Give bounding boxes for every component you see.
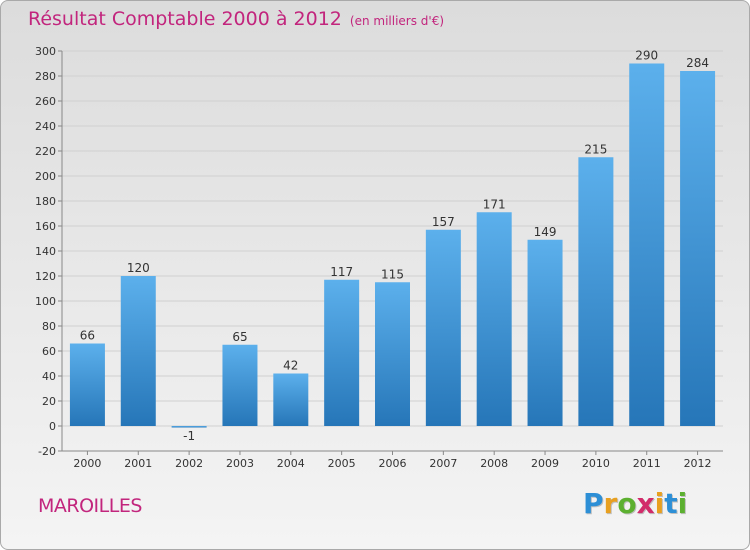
logo-letter: i: [654, 487, 665, 520]
x-tick-label: 2000: [73, 457, 101, 470]
bar-2004: [273, 373, 309, 426]
data-label-2008: 171: [483, 197, 506, 211]
y-tick-label: 40: [42, 370, 56, 383]
y-tick-label: 120: [35, 270, 56, 283]
y-tick-label: -20: [38, 445, 56, 458]
x-tick-label: 2002: [175, 457, 203, 470]
y-tick-label: 140: [35, 245, 56, 258]
x-tick-label: 2006: [379, 457, 407, 470]
data-label-2002: -1: [183, 429, 195, 443]
bar-2012: [680, 71, 716, 426]
bar-2011: [629, 63, 665, 426]
bar-2005: [324, 279, 360, 426]
x-tick-label: 2009: [531, 457, 559, 470]
data-label-2011: 290: [635, 49, 658, 63]
x-tick-label: 2004: [277, 457, 305, 470]
y-tick-label: 280: [35, 70, 56, 83]
y-tick-label: 180: [35, 195, 56, 208]
chart-unit: (en milliers d'€): [349, 14, 445, 28]
data-label-2003: 65: [232, 330, 247, 344]
bar-2000: [69, 343, 105, 426]
y-tick-label: 100: [35, 295, 56, 308]
x-tick-label: 2007: [429, 457, 457, 470]
x-tick-label: 2010: [582, 457, 610, 470]
bar-2001: [120, 276, 156, 426]
y-tick-label: 200: [35, 170, 56, 183]
x-tick-label: 2005: [328, 457, 356, 470]
y-tick-label: 80: [42, 320, 56, 333]
bar-2008: [476, 212, 512, 426]
logo-letter: P: [583, 487, 604, 520]
data-label-2012: 284: [686, 56, 709, 70]
bar-2002: [171, 426, 207, 428]
y-tick-label: 260: [35, 95, 56, 108]
data-label-2007: 157: [432, 215, 455, 229]
bar-2003: [222, 344, 258, 426]
y-tick-label: 300: [35, 45, 56, 58]
bar-2007: [425, 229, 461, 426]
data-label-2000: 66: [80, 329, 95, 343]
y-tick-label: 60: [42, 345, 56, 358]
y-tick-label: 0: [49, 420, 56, 433]
data-label-2001: 120: [127, 261, 150, 275]
data-label-2005: 117: [330, 265, 353, 279]
data-label-2006: 115: [381, 267, 404, 281]
location-name: MAROILLES: [38, 495, 142, 517]
logo-letter: r: [603, 487, 618, 520]
x-tick-label: 2012: [684, 457, 712, 470]
y-tick-label: 20: [42, 395, 56, 408]
proxiti-logo: Proxiti: [583, 487, 687, 520]
chart-title-text: Résultat Comptable 2000 à 2012: [28, 8, 342, 30]
chart-title: Résultat Comptable 2000 à 2012 (en millie…: [28, 8, 444, 30]
logo-letter: t: [664, 487, 678, 520]
logo-letter: i: [677, 487, 688, 520]
bar-2010: [578, 157, 614, 426]
data-label-2010: 215: [584, 142, 607, 156]
y-tick-label: 240: [35, 120, 56, 133]
x-tick-label: 2003: [226, 457, 254, 470]
data-label-2009: 149: [534, 225, 557, 239]
logo-letter: o: [617, 487, 637, 520]
x-tick-label: 2008: [480, 457, 508, 470]
y-tick-label: 160: [35, 220, 56, 233]
data-label-2004: 42: [283, 359, 298, 373]
bar-2006: [375, 282, 410, 426]
y-tick-label: 220: [35, 145, 56, 158]
bar-2009: [527, 239, 563, 426]
logo-letter: x: [636, 487, 655, 520]
x-tick-label: 2011: [633, 457, 661, 470]
x-tick-label: 2001: [124, 457, 152, 470]
